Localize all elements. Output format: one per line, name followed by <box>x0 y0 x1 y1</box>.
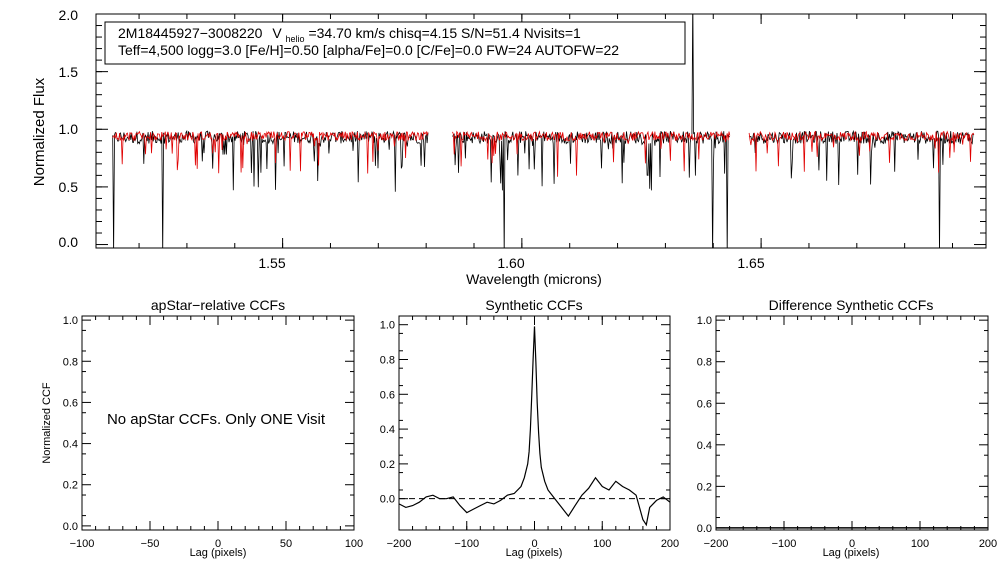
spectrum-xlabel: Wavelength (microns) <box>466 271 602 287</box>
ccf-xtick-label: 100 <box>345 538 363 550</box>
ccf-ytick-label: 0.4 <box>380 424 395 436</box>
ccf-synthetic-frame <box>398 315 671 531</box>
ccf-synthetic-curve <box>398 326 671 527</box>
ccf-apstar-ylabel: Normalized CCF <box>41 382 53 464</box>
ccf-apstar-message: No apStar CCFs. Only ONE Visit <box>107 411 326 428</box>
ccf-difference-frame <box>715 315 989 531</box>
ccf-ytick-label: 0.8 <box>697 357 712 369</box>
spectrum-xtick-label: 1.65 <box>737 255 764 271</box>
annotation-v-subscript: helio <box>286 34 305 44</box>
ccf-xtick-label: 50 <box>280 538 292 550</box>
ccf-apstar-panel: apStar−relative CCFs −100 −50 0 50 100 0.0 0.2… <box>41 297 363 559</box>
spectrum-lines <box>112 14 975 248</box>
ccf-ytick-label: 0.0 <box>380 494 395 506</box>
spectrum-ytick-label: 2.0 <box>59 7 79 23</box>
ccf-ytick-label: 0.2 <box>63 480 78 492</box>
ccf-xtick-label: 0 <box>531 538 537 550</box>
annotation-star-id: 2M18445927−3008220 <box>118 25 263 41</box>
annotation-v-rest: =34.70 km/s chisq=4.15 S/N=51.4 Nvisits=… <box>308 25 581 41</box>
spectrum-ytick-label: 1.5 <box>59 64 79 80</box>
ccf-xtick-label: 0 <box>215 538 221 550</box>
ccf-synthetic-panel: Synthetic CCFs −200 −100 0 100 200 0.0 0.2 0.4 0… <box>380 297 679 559</box>
spectrum-annotation-box: 2M18445927−3008220 V helio =34.70 km/s c… <box>104 21 686 65</box>
ccf-apstar-ticks: −100 −50 0 50 100 0.0 0.2 0.4 0.6 0.8 1.0 <box>63 315 363 550</box>
ccf-ytick-label: 1.0 <box>697 315 712 327</box>
annotation-v-label: V <box>272 25 282 41</box>
spectrum-series-model <box>748 130 975 173</box>
ccf-synthetic-title: Synthetic CCFs <box>485 297 582 313</box>
ccf-xtick-label: 200 <box>979 538 997 550</box>
spectrum-series-model <box>112 130 429 174</box>
annotation-line1: 2M18445927−3008220 V helio =34.70 km/s c… <box>118 25 581 45</box>
ccf-xtick-label: −50 <box>141 538 160 550</box>
ccf-ytick-label: 0.6 <box>63 397 78 409</box>
spectrum-panel: 1.55 1.60 1.65 0.0 0.5 1.0 1.5 2.0 Wavel… <box>31 7 987 287</box>
ccf-xtick-label: 200 <box>661 538 679 550</box>
ccf-difference-ticks: −200 −100 0 100 200 0.0 0.2 0.4 0.6 0.8 1.0 <box>697 315 997 550</box>
ccf-ytick-label: 0.6 <box>380 389 395 401</box>
spectrum-ytick-label: 0.0 <box>59 234 79 250</box>
ccf-difference-panel: Difference Synthetic CCFs −200 −100 0 100 20… <box>697 297 997 559</box>
ccf-ytick-label: 0.8 <box>63 356 78 368</box>
ccf-ytick-label: 1.0 <box>63 315 78 327</box>
spectrum-ytick-label: 0.5 <box>59 179 79 195</box>
ccf-apstar-title: apStar−relative CCFs <box>151 297 285 313</box>
ccf-xtick-label: −200 <box>704 538 729 550</box>
ccf-ytick-label: 0.4 <box>63 439 78 451</box>
ccf-difference-xlabel: Lag (pixels) <box>823 547 880 559</box>
spectrum-series-observed <box>452 14 730 248</box>
ccf-apstar-xlabel: Lag (pixels) <box>190 547 247 559</box>
ccf-synthetic-xlabel: Lag (pixels) <box>506 547 563 559</box>
spectrum-frame <box>95 13 987 249</box>
ccf-ytick-label: 0.0 <box>697 523 712 535</box>
ccf-xtick-label: −100 <box>454 538 479 550</box>
spectrum-series-observed <box>112 130 429 248</box>
ccf-ytick-label: 0.6 <box>697 398 712 410</box>
spectrum-ytick-label: 1.0 <box>59 121 79 137</box>
spectrum-xtick-label: 1.55 <box>258 255 285 271</box>
spectrum-series-observed <box>748 129 974 248</box>
spectrum-ylabel: Normalized Flux <box>31 77 48 186</box>
annotation-line2: Teff=4,500 logg=3.0 [Fe/H]=0.50 [alpha/F… <box>118 42 619 58</box>
ccf-xtick-label: 100 <box>911 538 929 550</box>
ccf-xtick-label: −100 <box>70 538 95 550</box>
ccf-ytick-label: 1.0 <box>380 320 395 332</box>
ccf-difference-title: Difference Synthetic CCFs <box>769 297 934 313</box>
ccf-xtick-label: −200 <box>387 538 412 550</box>
ccf-xtick-label: 0 <box>849 538 855 550</box>
ccf-xtick-label: 100 <box>593 538 611 550</box>
ccf-xtick-label: −100 <box>772 538 797 550</box>
spectrum-series-model <box>452 130 731 177</box>
ccf-ytick-label: 0.2 <box>697 481 712 493</box>
ccf-ytick-label: 0.0 <box>63 521 78 533</box>
ccf-ytick-label: 0.4 <box>697 440 712 452</box>
ccf-ytick-label: 0.2 <box>380 459 395 471</box>
ccf-synthetic-ticks: −200 −100 0 100 200 0.0 0.2 0.4 0.6 0.8 1.0 <box>380 316 679 550</box>
ccf-ytick-label: 0.8 <box>380 354 395 366</box>
spectrum-xtick-label: 1.60 <box>497 255 524 271</box>
